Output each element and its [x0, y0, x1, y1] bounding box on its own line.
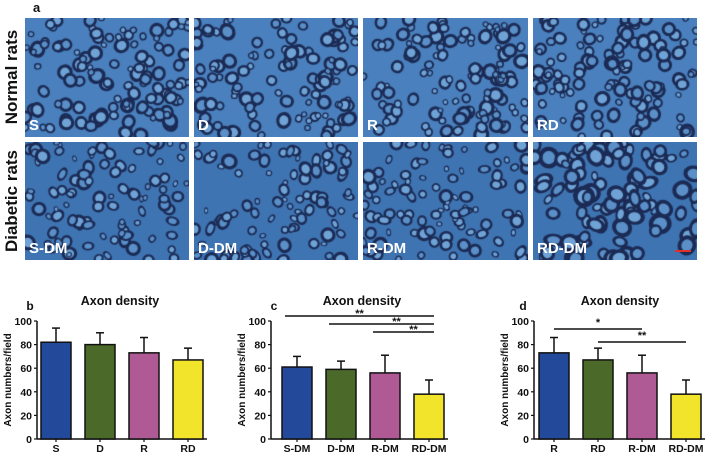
micrograph-label: R	[367, 117, 378, 134]
y-tick-label: 40	[254, 387, 266, 399]
y-tick-label: 20	[254, 410, 266, 422]
x-tick-label: R-DM	[371, 443, 399, 455]
x-tick-label: R-DM	[628, 443, 656, 455]
panel-letter-d: d	[519, 299, 526, 313]
significance-marker: **	[409, 324, 418, 336]
bar-rd-dm	[670, 393, 702, 440]
x-tick-label: RD-DM	[412, 443, 447, 455]
x-tick-label: R	[550, 443, 558, 455]
y-tick-label: 20	[517, 410, 529, 422]
micrograph-r-dm: R-DM	[363, 142, 528, 260]
bar-d	[84, 343, 116, 440]
chart-title: Axon density	[581, 294, 660, 308]
y-axis-label: Axon numbers/field	[3, 333, 14, 426]
y-tick-label: 80	[517, 340, 529, 352]
micrograph-d-dm: D-DM	[194, 142, 358, 260]
micrograph-label: RD-DM	[537, 240, 587, 257]
bar-s-dm	[281, 366, 313, 440]
chart-title: Axon density	[323, 294, 402, 308]
y-tick-label: 20	[20, 410, 32, 422]
micrograph-label: D-DM	[198, 240, 238, 257]
y-tick-label: 80	[254, 340, 266, 352]
bar-r-dm	[369, 372, 401, 440]
bar-rd	[172, 359, 204, 440]
micrograph-label: D	[198, 117, 209, 134]
significance-marker: **	[638, 330, 647, 342]
y-tick-label: 100	[248, 316, 266, 328]
significance-marker: *	[596, 317, 601, 329]
y-tick-label: 0	[260, 434, 266, 446]
bar-r	[128, 352, 160, 440]
y-tick-label: 40	[20, 387, 32, 399]
x-tick-label: D	[96, 443, 104, 455]
y-tick-label: 100	[14, 316, 32, 328]
x-tick-label: D-DM	[327, 443, 355, 455]
micrograph-s: S	[25, 18, 189, 137]
micrograph-r: R	[363, 18, 528, 137]
bar-r	[538, 352, 570, 440]
y-tick-label: 60	[517, 363, 529, 375]
x-tick-label: RD-DM	[669, 443, 704, 455]
bar-d-dm	[325, 368, 357, 440]
y-tick-label: 80	[20, 340, 32, 352]
y-tick-label: 100	[511, 316, 529, 328]
panel-letter-b: b	[26, 299, 33, 313]
micrograph-label: S	[29, 117, 40, 134]
panel-letter-a: a	[33, 0, 41, 15]
bar-s	[40, 341, 72, 440]
x-tick-label: S-DM	[284, 443, 311, 455]
y-tick-label: 0	[523, 434, 529, 446]
y-axis-label: Axon numbers/field	[500, 333, 511, 426]
bar-r-dm	[626, 372, 658, 440]
bar-rd	[582, 359, 614, 440]
micrograph-label: R-DM	[367, 240, 407, 257]
y-axis-label: Axon numbers/field	[237, 333, 248, 426]
x-tick-label: RD	[590, 443, 606, 455]
micrograph-rd-dm: RD-DM	[533, 142, 697, 260]
y-tick-label: 60	[254, 363, 266, 375]
y-tick-label: 60	[20, 363, 32, 375]
x-tick-label: RD	[180, 443, 196, 455]
chart-title: Axon density	[81, 294, 160, 308]
significance-marker: **	[355, 308, 364, 320]
scale-bar	[675, 250, 691, 252]
micrograph-label: RD	[537, 117, 559, 134]
y-tick-label: 0	[26, 434, 32, 446]
bar-rd-dm	[413, 393, 445, 440]
significance-marker: **	[392, 316, 401, 328]
micrograph-d: D	[194, 18, 358, 137]
y-tick-label: 40	[517, 387, 529, 399]
micrograph-s-dm: S-DM	[25, 142, 189, 260]
x-tick-label: S	[52, 443, 59, 455]
micrograph-rd: RD	[533, 18, 697, 137]
panel-letter-c: c	[271, 299, 278, 313]
x-tick-label: R	[140, 443, 148, 455]
micrograph-label: S-DM	[29, 240, 68, 257]
